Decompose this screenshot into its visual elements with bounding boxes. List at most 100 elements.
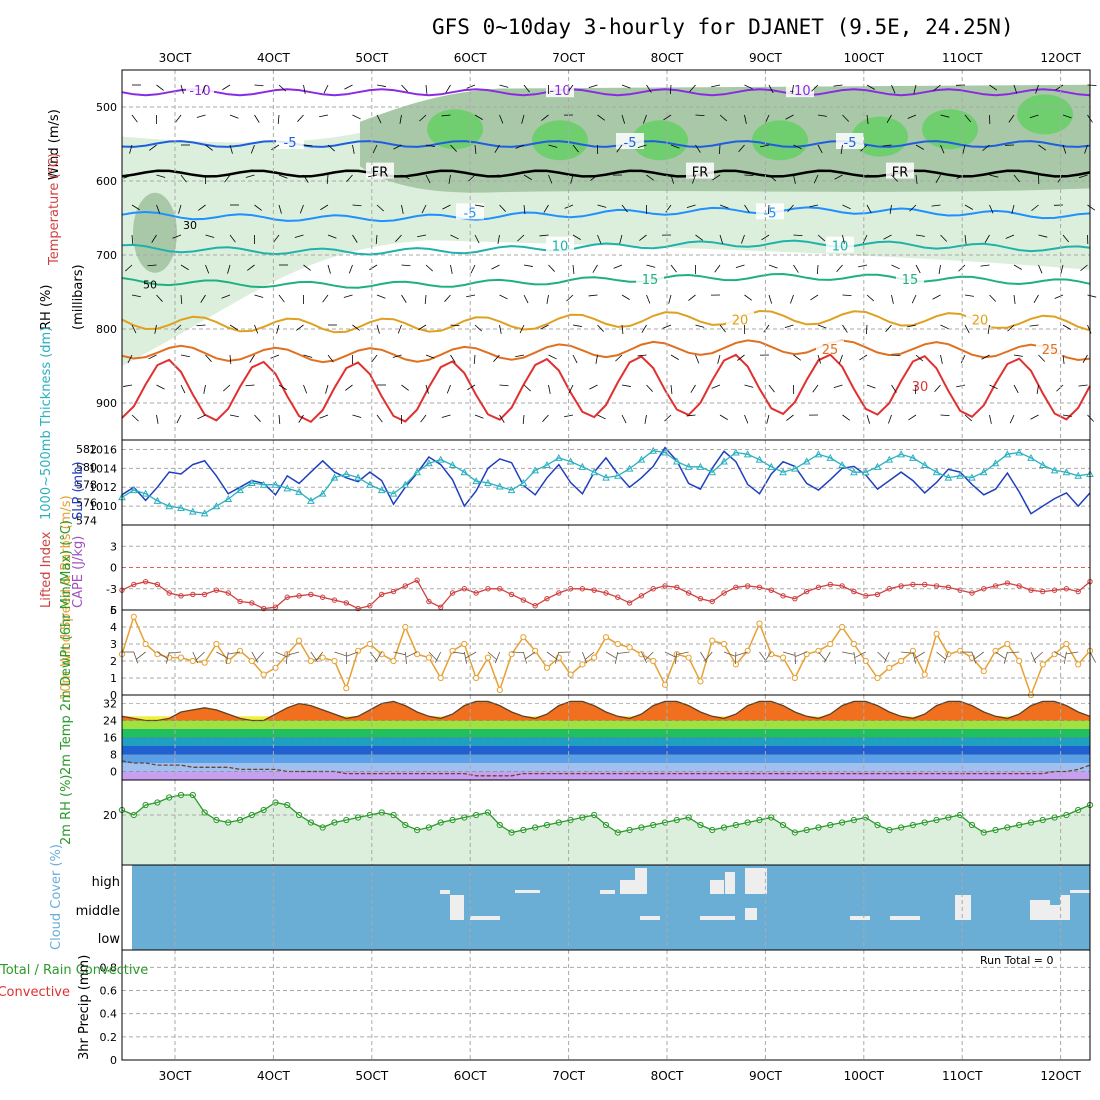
wind-barb: [646, 174, 655, 181]
wind-barb: [470, 264, 476, 274]
wind-barb: [229, 414, 239, 418]
wind10-barb: [546, 651, 557, 660]
wind-barb: [1013, 384, 1019, 394]
wind-barb: [621, 294, 630, 300]
wind-barb: [595, 354, 598, 364]
wind-barb: [420, 414, 427, 423]
wind-barb: [590, 174, 598, 181]
ytick-lifted: 6: [110, 604, 117, 617]
wind10-barb: [369, 651, 378, 662]
contour-label-bg: [786, 81, 814, 98]
wind-barb: [934, 384, 941, 393]
wind-barb: [664, 414, 672, 422]
rh-area-green: [922, 109, 978, 150]
wind-barb: [499, 114, 504, 124]
wind-barb: [940, 114, 950, 118]
wind-barb: [960, 354, 966, 364]
wind10-barb: [704, 651, 713, 662]
temp-band: [122, 729, 1090, 738]
wind-barb: [785, 114, 794, 120]
wind-barb: [425, 84, 428, 94]
wind-barb: [127, 354, 133, 364]
wind-barb: [1013, 264, 1022, 270]
wind-barb: [541, 114, 549, 121]
cloud-bar: [710, 880, 724, 894]
wind10-point: [567, 671, 574, 678]
wind-barb: [326, 174, 329, 185]
wind-barb: [149, 144, 157, 151]
wind-barb: [793, 174, 796, 184]
wind10-point: [319, 654, 326, 661]
wind-barb: [322, 294, 329, 303]
wind-barb: [1036, 384, 1039, 394]
wind10-barb: [614, 651, 619, 664]
wind10-barb: [1033, 651, 1044, 661]
wind-barb: [935, 174, 941, 183]
wind-barb: [131, 294, 141, 298]
ytick-label: 500: [96, 101, 117, 114]
wind-barb: [834, 174, 843, 180]
wind-barb: [474, 114, 483, 120]
wind10-barb: [853, 651, 856, 664]
wind-barb: [131, 324, 137, 334]
rh-area-green: [1017, 94, 1073, 135]
wind-barb: [125, 264, 133, 272]
wind-barb: [229, 324, 238, 331]
wind-barb: [203, 384, 206, 394]
wind-barb: [817, 354, 822, 364]
wind10-point: [343, 685, 350, 692]
wind-barb: [205, 264, 210, 274]
wind-barb: [273, 234, 280, 243]
wind10-barb: [225, 651, 229, 664]
wind10-point: [768, 651, 775, 658]
wind-barb: [376, 324, 380, 334]
ytick-precip: 0.8: [100, 961, 118, 974]
wind-barb: [278, 174, 288, 179]
wind-barb: [811, 84, 819, 92]
wind-barb: [1009, 414, 1015, 424]
wind-barb: [744, 114, 747, 124]
ytick-wind10: 2: [110, 655, 117, 668]
wind-barb: [621, 414, 627, 424]
wind-barb: [249, 354, 255, 363]
contour-label-bg: [886, 162, 914, 179]
wind10-barb: [255, 651, 264, 662]
wind-barb: [345, 384, 353, 391]
wind-barb: [989, 84, 998, 91]
wind-barb: [448, 174, 451, 184]
wind10-barb: [1063, 651, 1067, 664]
wind-barb: [639, 234, 647, 241]
wind-barb: [299, 204, 304, 214]
wind-barb: [597, 414, 606, 420]
wind-barb: [914, 384, 917, 395]
ylabel-lifted: Lifted Index: [39, 531, 54, 608]
wind-barb: [303, 264, 311, 271]
wind-barb: [466, 84, 476, 89]
wind-barb: [695, 324, 705, 328]
wind-barb: [499, 294, 508, 300]
wind10-point: [626, 644, 633, 651]
wind-barb: [278, 414, 281, 425]
wind-barb: [493, 354, 500, 362]
wind-barb: [327, 354, 334, 363]
temperature-contour: [121, 88, 1091, 97]
wind-barb: [425, 144, 435, 147]
wind-barb: [1084, 144, 1088, 154]
wind-barb: [891, 384, 897, 393]
wind10-point: [248, 657, 255, 665]
wind-barb: [490, 174, 500, 177]
wind10-barb: [782, 651, 795, 656]
wind10-point: [756, 620, 763, 627]
wind-barb: [616, 144, 623, 153]
lifted-line: [121, 579, 1091, 610]
wind10-barb: [393, 651, 406, 656]
wind-barb: [499, 324, 502, 334]
ytick-rh2m: 20: [103, 809, 117, 822]
wind-barb: [572, 144, 579, 153]
contour-label-bg: [826, 236, 854, 253]
wind10-barb: [676, 651, 689, 655]
wind-barb: [1013, 84, 1018, 94]
wind-barb: [468, 174, 476, 182]
wind-barb: [131, 204, 140, 211]
